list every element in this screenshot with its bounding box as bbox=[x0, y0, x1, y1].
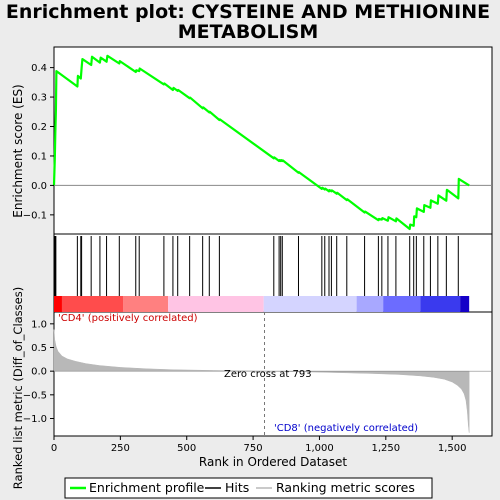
metric-fill bbox=[53, 329, 470, 433]
x-tick-label: 0 bbox=[51, 443, 57, 454]
legend-box bbox=[64, 477, 433, 499]
metric-area bbox=[53, 329, 492, 433]
positive-label: 'CD4' (positively correlated) bbox=[58, 313, 198, 324]
metric-ytick-label: −0.5 bbox=[23, 390, 47, 401]
es-yticks: −0.1 0.0 0.1 0.2 0.3 0.4 bbox=[23, 63, 54, 221]
heatmap-segment bbox=[168, 296, 264, 312]
heatmap-segment bbox=[54, 296, 62, 312]
metric-yticks: −1.0 −0.5 0.0 0.5 1.0 bbox=[23, 319, 54, 425]
es-ytick-label: −0.1 bbox=[23, 210, 47, 221]
hit-ticks bbox=[54, 236, 459, 296]
metric-ytick-label: −1.0 bbox=[23, 414, 47, 425]
es-ytick-label: 0.3 bbox=[31, 93, 47, 104]
x-tick-label: 250 bbox=[111, 443, 130, 454]
metric-ylabel: Ranked list metric (Diff_of_Classes) bbox=[11, 287, 25, 489]
es-panel bbox=[53, 46, 493, 235]
heatmap-segment bbox=[383, 296, 421, 312]
negative-label: 'CD8' (negatively correlated) bbox=[274, 423, 418, 434]
es-curve bbox=[52, 54, 470, 231]
heatmap-segment bbox=[420, 296, 461, 312]
x-tick-label: 500 bbox=[177, 443, 196, 454]
legend-label-hits: Hits bbox=[225, 480, 249, 495]
x-ticks: 0 250 500 750 1,000 1,250 1,500 bbox=[51, 436, 467, 454]
heatmap-segment bbox=[61, 296, 124, 312]
heatmap-bar bbox=[54, 296, 470, 312]
heatmap-segment bbox=[123, 296, 169, 312]
es-ytick-label: 0.4 bbox=[31, 63, 47, 74]
es-ylabel: Enrichment score (ES) bbox=[11, 84, 25, 217]
metric-ytick-label: 0.5 bbox=[31, 343, 47, 354]
legend-label-enrichment: Enrichment profile bbox=[89, 480, 205, 495]
heatmap-segment bbox=[460, 296, 470, 312]
legend-label-metric: Ranking metric scores bbox=[276, 480, 415, 495]
x-tick-label: 750 bbox=[244, 443, 263, 454]
heatmap-segment bbox=[263, 296, 357, 312]
zero-cross-label: Zero cross at 793 bbox=[224, 369, 312, 380]
metric-ytick-label: 0.0 bbox=[31, 367, 47, 378]
chart-title-line2: METABOLISM bbox=[178, 21, 318, 43]
metric-ytick-label: 1.0 bbox=[31, 319, 47, 330]
x-tick-label: 1,250 bbox=[371, 443, 400, 454]
heatmap-segment bbox=[356, 296, 384, 312]
es-ytick-label: 0.2 bbox=[31, 122, 47, 133]
x-axis-label: Rank in Ordered Dataset bbox=[199, 455, 347, 469]
es-ytick-label: 0.1 bbox=[31, 151, 47, 162]
es-line bbox=[52, 54, 470, 231]
es-ytick-label: 0.0 bbox=[31, 181, 47, 192]
x-tick-label: 1,000 bbox=[305, 443, 334, 454]
x-tick-label: 1,500 bbox=[438, 443, 467, 454]
chart-title-line1: Enrichment plot: CYSTEINE AND METHIONINE bbox=[6, 1, 490, 23]
